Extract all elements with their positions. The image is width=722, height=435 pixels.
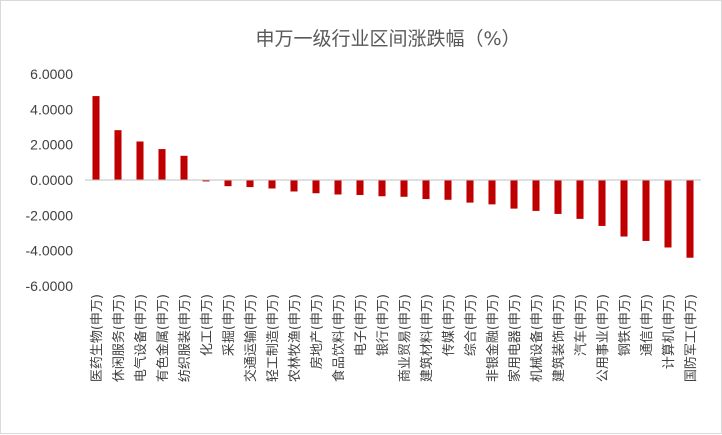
bar xyxy=(268,180,276,189)
y-tick-label: -2.0000 xyxy=(26,207,74,223)
bar xyxy=(686,180,694,258)
x-tick-label: 医药生物(申万) xyxy=(90,294,105,382)
y-tick-label: 0.0000 xyxy=(30,172,73,188)
bar xyxy=(642,180,650,241)
x-tick-label: 银行(申万) xyxy=(376,294,391,356)
x-tick-label: 非银金融(申万) xyxy=(485,294,501,382)
x-tick-label: 电子(申万) xyxy=(354,294,369,356)
bar xyxy=(312,180,320,194)
bar xyxy=(92,96,100,180)
y-tick-label: -4.0000 xyxy=(26,243,74,259)
bar xyxy=(664,180,672,248)
x-tick-label: 交通运输(申万) xyxy=(243,294,259,382)
bar xyxy=(598,180,606,226)
x-tick-label: 建筑装饰(申万) xyxy=(551,294,567,382)
bar-series xyxy=(92,96,694,258)
bar xyxy=(576,180,584,219)
x-tick-label: 公用事业(申万) xyxy=(596,294,611,382)
bar xyxy=(554,180,562,214)
x-tick-label: 传媒(申万) xyxy=(442,294,457,356)
bar xyxy=(620,180,628,237)
x-tick-label: 综合(申万) xyxy=(464,294,479,356)
bar xyxy=(334,180,342,195)
y-tick-label: 2.0000 xyxy=(30,137,73,153)
x-tick-label: 轻工制造(申万) xyxy=(266,294,281,382)
bar xyxy=(510,180,518,209)
bar xyxy=(290,180,298,192)
bar xyxy=(224,180,232,187)
x-tick-label: 家用电器(申万) xyxy=(507,294,523,382)
x-tick-label: 房地产(申万) xyxy=(309,294,325,369)
x-tick-label: 电气设备(申万) xyxy=(133,294,149,382)
x-tick-label: 国防军工(申万) xyxy=(683,294,699,382)
bar xyxy=(400,180,408,197)
bar xyxy=(532,180,540,211)
y-tick-label: 4.0000 xyxy=(30,101,73,117)
x-tick-label: 建筑材料(申万) xyxy=(419,294,435,382)
bar xyxy=(114,130,122,180)
x-tick-label: 休闲服务(申万) xyxy=(111,294,127,382)
x-tick-label: 食品饮料(申万) xyxy=(331,294,347,382)
bar xyxy=(466,180,474,203)
x-tick-label: 纺织服装(申万) xyxy=(178,294,193,382)
bar xyxy=(202,180,210,182)
x-tick-label: 机械设备(申万) xyxy=(529,294,545,382)
y-axis: -6.0000 -4.0000 -2.0000 0.0000 2.0000 4.0000 6… xyxy=(26,66,74,294)
x-tick-label: 农林牧渔(申万) xyxy=(288,294,303,382)
x-tick-label: 通信(申万) xyxy=(640,294,655,356)
x-tick-label: 钢铁(申万) xyxy=(618,294,633,356)
bar xyxy=(378,180,386,197)
x-tick-label: 商业贸易(申万) xyxy=(398,294,413,382)
x-tick-label: 汽车(申万) xyxy=(573,294,589,356)
bar xyxy=(356,180,364,196)
y-tick-label: -6.0000 xyxy=(26,278,74,294)
x-tick-label: 有色金属(申万) xyxy=(155,294,171,382)
bar xyxy=(180,155,188,180)
bar xyxy=(444,180,452,200)
chart-title: 申万一级行业区间涨跌幅（%） xyxy=(255,28,520,50)
bar xyxy=(422,180,430,200)
bar xyxy=(246,180,254,188)
bar xyxy=(136,141,144,180)
x-tick-label: 化工(申万) xyxy=(200,294,215,356)
y-tick-label: 6.0000 xyxy=(30,66,73,82)
bar xyxy=(158,149,166,180)
x-axis: 医药生物(申万) 休闲服务(申万) 电气设备(申万) 有色金属(申万) 纺织服装(申万)… xyxy=(90,294,699,382)
x-tick-label: 计算机(申万) xyxy=(662,294,677,369)
bar xyxy=(488,180,496,205)
x-tick-label: 采掘(申万) xyxy=(222,294,237,356)
